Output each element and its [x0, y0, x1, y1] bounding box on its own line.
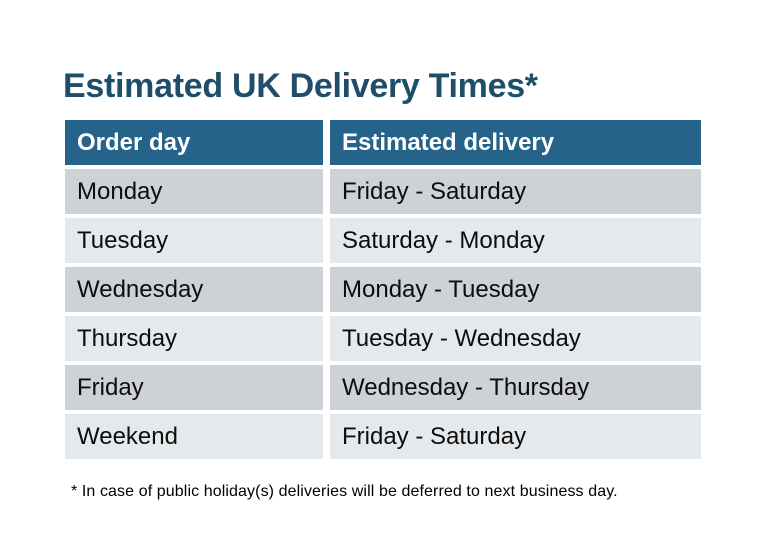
column-header-estimated-delivery: Estimated delivery: [330, 120, 701, 165]
table-cell-delivery: Wednesday - Thursday: [330, 365, 701, 410]
table-cell-delivery: Monday - Tuesday: [330, 267, 701, 312]
delivery-times-table: Order day Estimated delivery Monday Frid…: [65, 120, 701, 459]
table-cell-order-day: Thursday: [65, 316, 323, 361]
column-header-order-day: Order day: [65, 120, 323, 165]
table-cell-delivery: Saturday - Monday: [330, 218, 701, 263]
table-cell-delivery: Friday - Saturday: [330, 414, 701, 459]
table-cell-order-day: Wednesday: [65, 267, 323, 312]
table-cell-order-day: Weekend: [65, 414, 323, 459]
public-holiday-footnote: * In case of public holiday(s) deliverie…: [71, 483, 618, 500]
table-cell-delivery: Friday - Saturday: [330, 169, 701, 214]
table-cell-order-day: Friday: [65, 365, 323, 410]
table-cell-order-day: Tuesday: [65, 218, 323, 263]
page-title: Estimated UK Delivery Times*: [63, 66, 538, 105]
table-cell-delivery: Tuesday - Wednesday: [330, 316, 701, 361]
table-cell-order-day: Monday: [65, 169, 323, 214]
